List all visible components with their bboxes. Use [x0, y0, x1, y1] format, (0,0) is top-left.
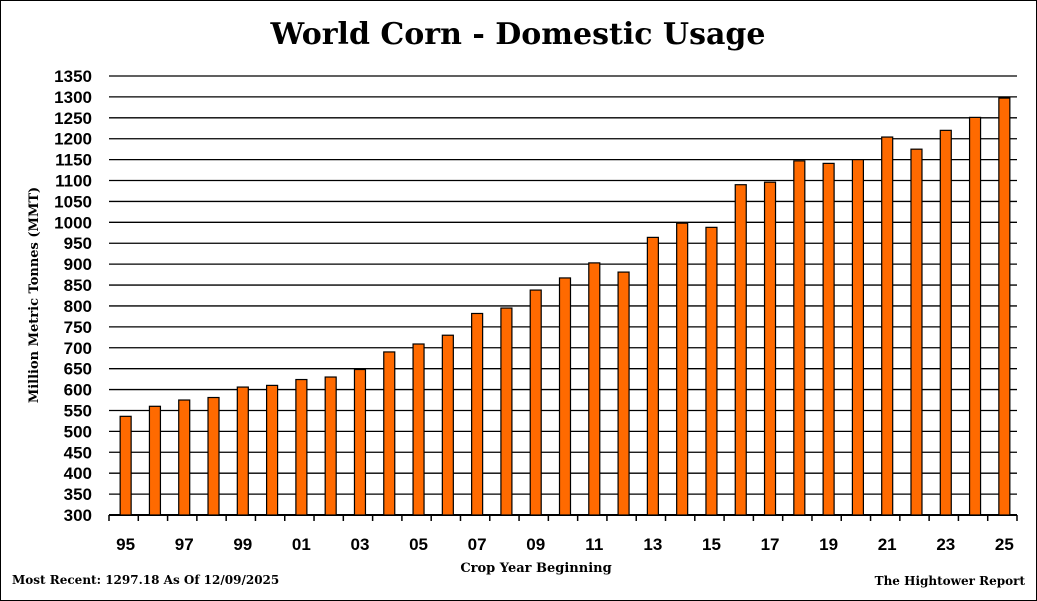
y-tick-label: 1050 [54, 192, 92, 211]
y-tick-label: 900 [64, 255, 92, 274]
y-tick-label: 1250 [54, 109, 92, 128]
y-tick-label: 950 [64, 234, 92, 253]
y-tick-label: 850 [64, 276, 92, 295]
y-tick-label: 1000 [54, 213, 92, 232]
bar-25 [998, 97, 1011, 516]
y-tick-label: 500 [64, 422, 92, 441]
x-tick-label: 03 [351, 535, 370, 554]
y-tick-label: 1100 [55, 172, 92, 191]
x-tick-label: 11 [585, 535, 603, 554]
x-tick-label: 19 [819, 535, 838, 554]
y-tick-label: 750 [64, 318, 92, 337]
bar-09 [529, 289, 542, 516]
bar-24 [968, 116, 982, 516]
x-tick-label: 05 [409, 535, 428, 554]
x-tick-label: 17 [761, 535, 780, 554]
y-tick-label: 400 [64, 464, 92, 483]
bar-13 [646, 236, 659, 516]
x-tick-label: 01 [292, 535, 311, 554]
bar-18 [793, 160, 806, 516]
bar-16 [734, 184, 747, 516]
bar-05 [412, 343, 425, 516]
x-tick-label: 95 [116, 535, 135, 554]
bar-07 [471, 312, 484, 516]
bar-14 [676, 222, 689, 516]
x-tick-label: 99 [233, 535, 252, 554]
bar-10 [558, 277, 572, 516]
bar-06 [441, 334, 454, 516]
bar-08 [500, 307, 513, 516]
y-tick-label: 650 [64, 360, 92, 379]
bar-95 [119, 415, 132, 516]
source-credit: The Hightower Report [875, 574, 1026, 588]
y-tick-label: 550 [64, 401, 92, 420]
y-tick-label: 1300 [54, 88, 92, 107]
bar-97 [178, 399, 191, 516]
bar-23 [939, 129, 952, 516]
bar-00 [265, 384, 279, 516]
bar-03 [353, 368, 367, 516]
x-tick-label: 09 [526, 535, 545, 554]
y-tick-label: 450 [64, 443, 92, 462]
y-tick-label: 800 [64, 297, 92, 316]
x-axis-label: Crop Year Beginning [460, 561, 611, 576]
bar-17 [763, 181, 777, 516]
x-tick-labels: 95 97 99 01 03 05 07 09 11 13 15 17 19 21 23 25 [116, 535, 1014, 554]
x-tick-label: 07 [468, 535, 487, 554]
y-tick-label: 700 [64, 339, 92, 358]
x-tick-label: 97 [175, 535, 194, 554]
bar-20 [851, 159, 865, 516]
bars [119, 97, 1011, 516]
bar-21 [881, 136, 894, 516]
chart-title: World Corn - Domestic Usage [270, 17, 766, 52]
y-tick-label: 1200 [54, 130, 92, 149]
y-tick-label: 300 [64, 506, 92, 525]
x-tick-label: 15 [702, 535, 721, 554]
bar-11 [588, 262, 601, 516]
x-tick-label: 13 [643, 535, 662, 554]
bar-96 [148, 405, 162, 516]
most-recent-note: Most Recent: 1297.18 As Of 12/09/2025 [12, 573, 279, 587]
bar-02 [324, 376, 337, 516]
y-tick-label: 350 [64, 485, 92, 504]
bar-04 [383, 351, 396, 516]
x-tick-label: 21 [878, 535, 897, 554]
y-tick-label: 1150 [55, 151, 92, 170]
bar-22 [910, 148, 923, 516]
bar-99 [236, 386, 249, 516]
bar-01 [295, 378, 308, 516]
bar-98 [207, 396, 220, 516]
y-tick-label: 1350 [54, 67, 92, 86]
bar-15 [705, 226, 718, 516]
bar-12 [617, 271, 630, 516]
y-tick-label: 600 [64, 381, 92, 400]
x-tick-label: 23 [936, 535, 955, 554]
bar-19 [822, 162, 835, 516]
x-tick-label: 25 [995, 535, 1014, 554]
y-axis-label: Million Metric Tonnes (MMT) [27, 187, 42, 403]
